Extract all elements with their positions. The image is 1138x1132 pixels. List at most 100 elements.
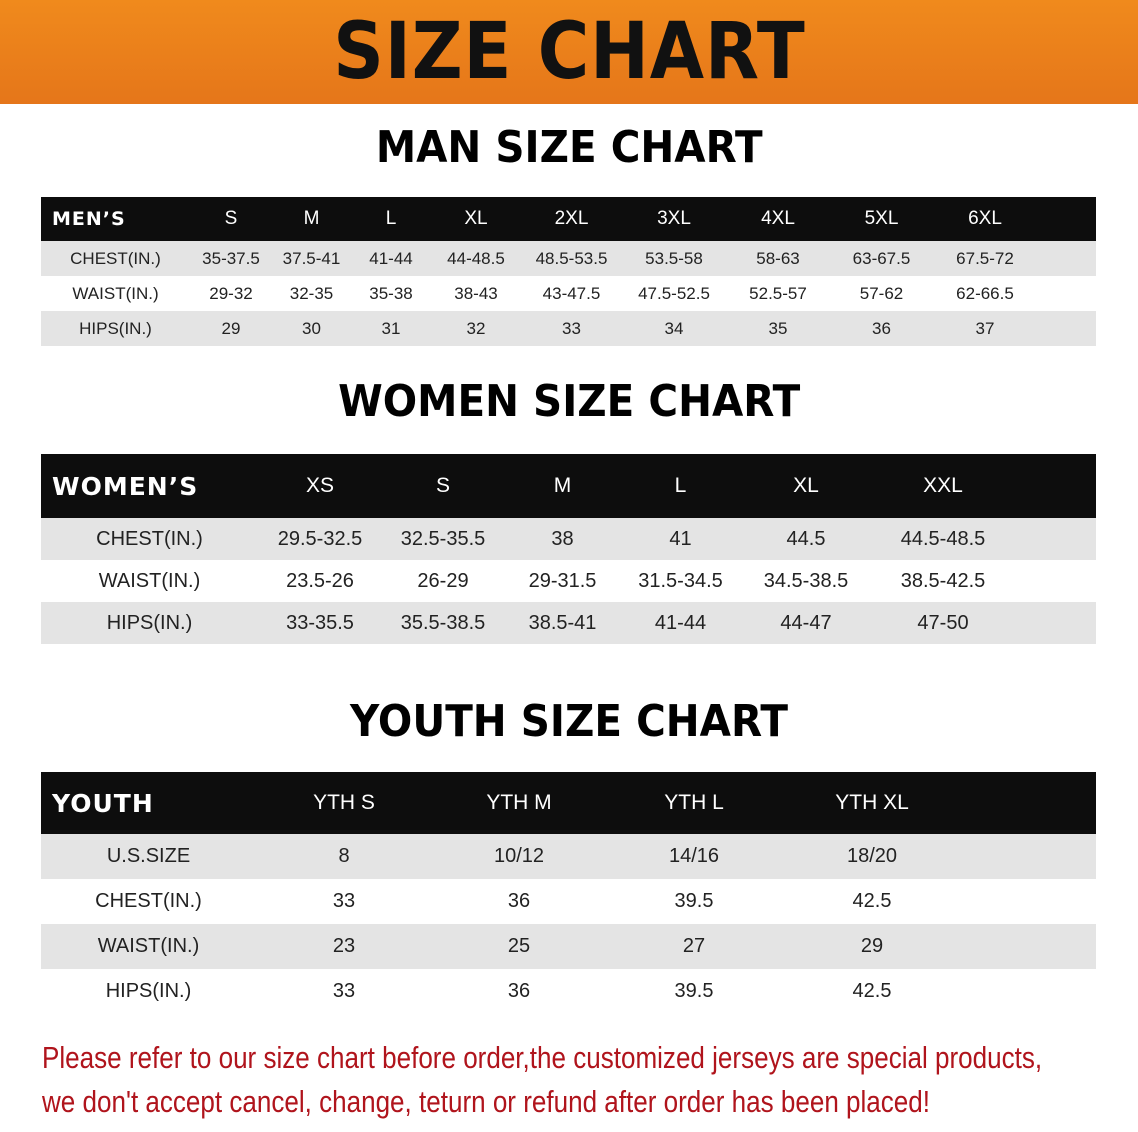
measurement-value: 25 [507,935,531,957]
size-column-header: XS [305,474,334,497]
measurement-value: 41 [669,527,692,550]
measurement-label: CHEST(IN.) [70,248,161,268]
measurement-value: 42.5 [852,890,892,912]
measurement-value: 26-29 [417,569,469,592]
measurement-value: 39.5 [674,980,714,1002]
measurement-label: CHEST(IN.) [96,527,203,550]
measurement-value: 52.5-57 [749,283,807,303]
size-column-header: L [385,208,397,229]
youth-size-table: YOUTH YTH S YTH M YTH L YTH XL U.S.SIZE 8 10/12… [41,772,1096,1014]
size-column-header: 6XL [968,208,1002,229]
measurement-value: 36 [872,318,891,338]
size-column-header: YTH S [313,791,375,814]
men-title-text: MAN SIZE CHART [375,122,763,173]
measurement-label: WAIST(IN.) [97,935,200,957]
measurement-value: 67.5-72 [956,248,1014,268]
order-notice-line-2: we don't accept cancel, change, teturn o… [42,1084,931,1119]
size-column-header: XL [464,208,488,229]
table-row: WAIST(IN.) 23.5-26 26-29 29-31.5 31.5-34.5 34… [41,560,1096,602]
measurement-value: 35-38 [369,283,413,303]
size-column-header: YTH M [486,791,552,814]
measurement-value: 31.5-34.5 [638,569,723,592]
measurement-value: 33 [332,890,356,912]
measurement-label: HIPS(IN.) [106,611,193,634]
measurement-value: 35.5-38.5 [400,611,486,634]
measurement-value: 23.5-26 [286,569,354,592]
measurement-value: 34 [664,318,684,338]
size-column-header: XL [793,474,819,497]
table-row: CHEST(IN.) 33 36 39.5 42.5 [41,879,1096,924]
measurement-value: 14/16 [668,845,720,867]
table-row: HIPS(IN.) 33 36 39.5 42.5 [41,969,1096,1014]
measurement-value: 58-63 [756,248,800,268]
measurement-value: 41-44 [369,248,413,268]
measurement-value: 27 [682,935,706,957]
measurement-value: 35-37.5 [202,248,260,268]
size-column-header: 5XL [864,208,899,229]
measurement-value: 53.5-58 [645,248,703,268]
measurement-label: CHEST(IN.) [95,890,202,912]
measurement-value: 29-32 [209,283,253,303]
size-column-header: YTH XL [835,791,909,814]
measurement-value: 29 [860,935,884,957]
men-header-row: MEN’S S M L XL 2XL 3XL 4XL 5XL 6XL [41,197,1096,241]
measurement-label: U.S.SIZE [106,845,191,867]
measurement-value: 36 [507,980,531,1002]
measurement-value: 44.5 [786,527,826,550]
measurement-value: 30 [302,318,321,338]
order-notice: Please refer to our size chart before or… [42,1036,1134,1124]
size-column-header: XXL [923,474,963,497]
measurement-value: 31 [381,318,401,338]
measurement-value: 41-44 [654,611,707,634]
measurement-value: 36 [507,890,531,912]
measurement-value: 8 [338,845,350,867]
measurement-value: 18/20 [846,845,898,867]
measurement-value: 62-66.5 [956,283,1014,303]
measurement-value: 32 [466,318,486,338]
measurement-value: 38 [551,527,574,550]
measurement-value: 44-47 [780,611,832,634]
table-row: WAIST(IN.) 23 25 27 29 [41,924,1096,969]
banner: SIZE CHART [0,0,1138,104]
women-size-table: WOMEN’S XS S M L XL XXL CHEST(IN.) 29.5-32.5 32.5… [41,454,1096,644]
measurement-value: 35 [768,318,788,338]
size-column-header: L [674,474,687,497]
measurement-label: WAIST(IN.) [72,283,159,303]
measurement-value: 38-43 [454,283,498,303]
table-row: CHEST(IN.) 35-37.5 37.5-41 41-44 44-48.5 48.5… [41,241,1096,276]
measurement-value: 33-35.5 [286,611,354,634]
table-row: U.S.SIZE 8 10/12 14/16 18/20 [41,834,1096,879]
measurement-value: 34.5-38.5 [763,569,849,592]
size-column-header: M [303,208,320,229]
youth-section-title: YOUTH SIZE CHART [0,696,1138,747]
banner-title: SIZE CHART [332,7,806,97]
table-label: WOMEN’S [52,471,199,501]
men-size-table: MEN’S S M L XL 2XL 3XL 4XL 5XL 6XL CHEST(IN.) 35-37… [41,197,1096,346]
measurement-value: 57-62 [859,283,904,303]
measurement-value: 29 [221,318,241,338]
measurement-value: 29-31.5 [528,569,597,592]
women-header-row: WOMEN’S XS S M L XL XXL [41,454,1096,518]
measurement-value: 37.5-41 [282,248,341,268]
size-column-header: 2XL [554,208,589,229]
measurement-label: HIPS(IN.) [79,318,152,338]
men-section-title: MAN SIZE CHART [0,122,1138,173]
measurement-value: 48.5-53.5 [535,248,608,268]
measurement-value: 42.5 [852,980,892,1002]
size-column-header: S [224,208,238,229]
measurement-value: 47.5-52.5 [638,283,710,303]
table-row: WAIST(IN.) 29-32 32-35 35-38 38-43 43-47.5 47.… [41,276,1096,311]
measurement-value: 29.5-32.5 [277,527,363,550]
size-column-header: M [553,474,572,497]
table-label: YOUTH [52,788,154,818]
measurement-label: HIPS(IN.) [105,980,192,1002]
measurement-value: 33 [332,980,356,1002]
women-title-text: WOMEN SIZE CHART [337,376,801,427]
measurement-value: 32.5-35.5 [400,527,486,550]
measurement-value: 10/12 [493,845,545,867]
table-row: HIPS(IN.) 29 30 31 32 33 34 35 36 37 [41,311,1096,346]
order-notice-line-1: Please refer to our size chart before or… [42,1040,1043,1075]
measurement-value: 43-47.5 [542,283,601,303]
measurement-value: 37 [975,318,995,338]
measurement-value: 39.5 [674,890,714,912]
